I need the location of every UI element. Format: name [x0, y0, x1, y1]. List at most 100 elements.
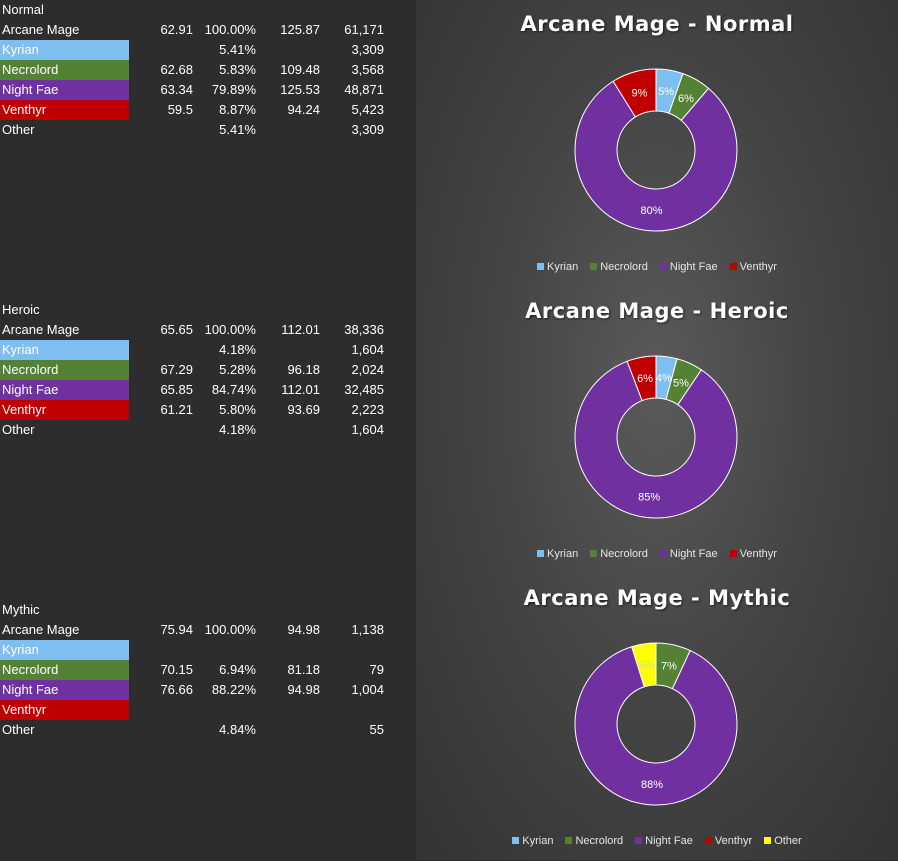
row-label: Kyrian	[0, 40, 129, 60]
cell-value: 1,004	[351, 682, 384, 697]
cell-value: 4.84%	[219, 722, 256, 737]
legend-swatch	[729, 262, 737, 270]
legend-label: Necrolord	[575, 835, 624, 847]
slice-venthyr	[612, 68, 657, 118]
legend-label: Venthyr	[739, 261, 777, 273]
table-row: Other 4.18% 1,604	[0, 420, 416, 440]
chart-legend: Kyrian Necrolord Night Fae Venthyr	[416, 261, 898, 273]
section-title-normal: Normal	[2, 2, 44, 17]
cell-value: 5.83%	[219, 62, 256, 77]
cell-value: 81.18	[287, 662, 320, 677]
cell-value: 94.24	[287, 102, 320, 117]
legend-label: Night Fae	[669, 261, 718, 273]
slice-label: 88%	[641, 779, 663, 791]
table-row: Venthyr 61.21 5.80% 93.69 2,223	[0, 400, 416, 420]
legend-swatch	[704, 836, 712, 844]
slice-venthyr	[626, 355, 657, 402]
cell-value: 62.68	[160, 62, 193, 77]
chart-panel: Arcane Mage - Normal 5% 6% 80% 9% Kyrian Necro…	[416, 0, 898, 860]
cell-value: 3,309	[351, 42, 384, 57]
cell-value: 67.29	[160, 362, 193, 377]
cell-value: 94.98	[287, 682, 320, 697]
cell-value: 48,871	[344, 82, 384, 97]
legend-swatch	[565, 836, 573, 844]
donut-svg: 5% 6% 80% 9%	[574, 68, 738, 232]
row-label: Night Fae	[0, 380, 129, 400]
table-row: Venthyr 59.5 8.87% 94.24 5,423	[0, 100, 416, 120]
table-row: Night Fae 63.34 79.89% 125.53 48,871	[0, 80, 416, 100]
legend-swatch	[512, 836, 520, 844]
legend-item: Necrolord	[565, 835, 623, 847]
legend-item: Venthyr	[729, 261, 777, 273]
donut-svg: 4% 5% 85% 6%	[574, 355, 738, 519]
table-row: Arcane Mage 62.91 100.00% 125.87 61,171	[0, 20, 416, 40]
row-label: Other	[2, 122, 35, 137]
chart-title: Arcane Mage - Heroic	[525, 299, 789, 323]
section-title-mythic: Mythic	[2, 602, 40, 617]
row-label: Night Fae	[0, 80, 129, 100]
cell-value: 5,423	[351, 102, 384, 117]
cell-value: 55	[369, 722, 384, 737]
legend-item: Kyrian	[512, 835, 553, 847]
cell-value: 1,604	[351, 342, 384, 357]
cell-value: 3,568	[351, 62, 384, 77]
cell-value: 2,024	[351, 362, 384, 377]
row-label: Necrolord	[0, 60, 129, 80]
legend-item: Night Fae	[659, 261, 718, 273]
row-label: Necrolord	[0, 660, 129, 680]
slice-label: 80%	[641, 205, 663, 217]
cell-value: 59.5	[167, 102, 193, 117]
cell-value: 100.00%	[204, 22, 256, 37]
table-row: Necrolord 70.15 6.94% 81.18 79	[0, 660, 416, 680]
table-row: Night Fae 76.66 88.22% 94.98 1,004	[0, 680, 416, 700]
cell-value: 5.41%	[219, 42, 256, 57]
cell-value: 32,485	[344, 382, 384, 397]
row-label: Kyrian	[0, 340, 129, 360]
cell-value: 79	[369, 662, 384, 677]
chart-legend: Kyrian Necrolord Night Fae Venthyr	[416, 548, 898, 560]
chart-legend: Kyrian Necrolord Night Fae Venthyr Other	[416, 835, 898, 847]
legend-label: Kyrian	[547, 261, 579, 273]
row-label: Other	[2, 722, 35, 737]
legend-swatch	[764, 836, 772, 844]
slice-label: 6%	[678, 93, 694, 105]
row-label: Night Fae	[0, 680, 129, 700]
slice-label: 5%	[639, 660, 655, 672]
table-row: Arcane Mage 75.94 100.00% 94.98 1,138	[0, 620, 416, 640]
legend-item: Kyrian	[537, 548, 578, 560]
table-row: Kyrian 5.41% 3,309	[0, 40, 416, 60]
legend-label: Necrolord	[600, 261, 648, 273]
table-row: Necrolord 67.29 5.28% 96.18 2,024	[0, 360, 416, 380]
legend-label: Kyrian	[547, 548, 579, 560]
row-label: Necrolord	[0, 360, 129, 380]
row-label: Arcane Mage	[2, 622, 80, 637]
slice-label: 4%	[656, 373, 672, 385]
row-label: Venthyr	[0, 700, 129, 720]
cell-value: 65.65	[160, 322, 193, 337]
legend-item: Venthyr	[729, 548, 777, 560]
cell-value: 125.87	[280, 22, 320, 37]
cell-value: 1,138	[351, 622, 384, 637]
legend-item: Kyrian	[537, 261, 578, 273]
row-label: Venthyr	[0, 400, 129, 420]
cell-value: 112.01	[281, 382, 320, 397]
table-row: Arcane Mage 65.65 100.00% 112.01 38,336	[0, 320, 416, 340]
legend-swatch	[537, 262, 545, 270]
table-row: Other 5.41% 3,309	[0, 120, 416, 140]
legend-label: Venthyr	[739, 548, 777, 560]
row-label: Other	[2, 422, 35, 437]
legend-swatch	[590, 549, 598, 557]
slice-night-fae	[574, 646, 738, 806]
chart-title: Arcane Mage - Normal	[520, 12, 794, 36]
legend-swatch	[659, 549, 667, 557]
table-row: Other 4.84% 55	[0, 720, 416, 740]
legend-item: Night Fae	[635, 835, 693, 847]
table-row: Kyrian	[0, 640, 416, 660]
table-row: Kyrian 4.18% 1,604	[0, 340, 416, 360]
cell-value: 5.41%	[219, 122, 256, 137]
cell-value: 1,604	[351, 422, 384, 437]
legend-label: Night Fae	[669, 548, 718, 560]
cell-value: 75.94	[160, 622, 193, 637]
cell-value: 79.89%	[211, 82, 256, 97]
donut-svg: 7% 88% 5%	[574, 642, 738, 806]
